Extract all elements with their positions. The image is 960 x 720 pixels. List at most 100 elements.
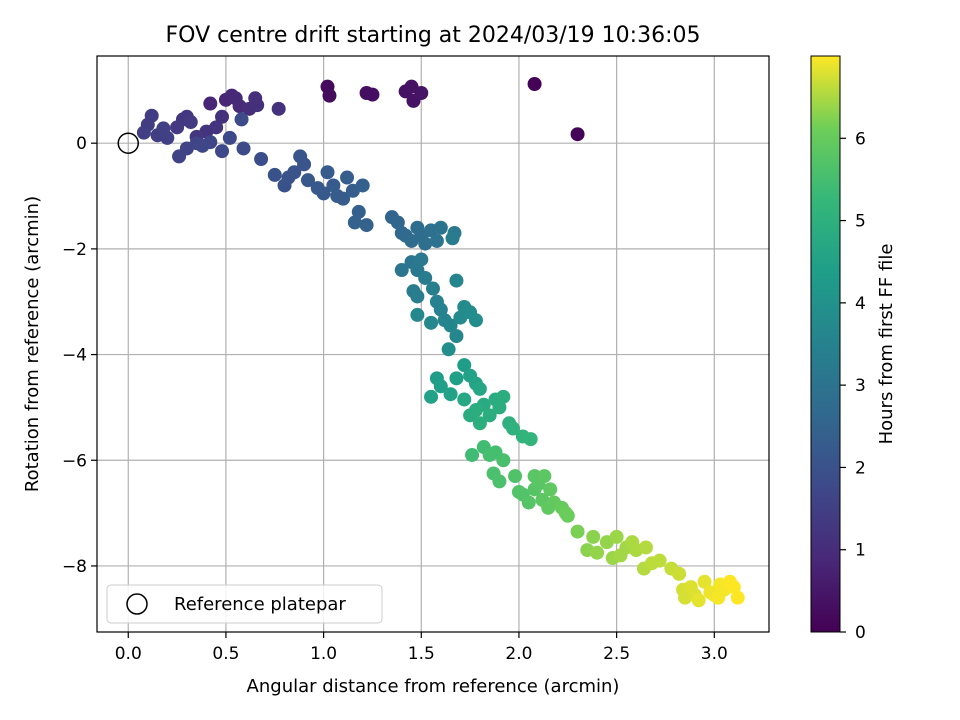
legend: Reference platepar [106, 584, 383, 624]
data-point [609, 529, 624, 544]
data-point [340, 170, 355, 185]
colorbar-tick-label: 4 [855, 294, 866, 314]
data-point [215, 144, 230, 159]
x-axis-ticks: 0.0 0.5 1.0 1.5 2.0 2.5 3.0 [115, 632, 728, 664]
data-point [457, 392, 472, 407]
data-point [316, 186, 331, 201]
data-point [691, 593, 706, 608]
data-point [590, 545, 605, 560]
data-point [418, 236, 433, 251]
colorbar-tick-label: 2 [855, 458, 866, 478]
data-point [449, 329, 464, 344]
data-point [457, 358, 472, 373]
data-point [271, 101, 286, 116]
y-axis-label: Rotation from reference (arcmin) [22, 196, 43, 492]
data-point [443, 387, 458, 402]
data-point [322, 88, 337, 103]
data-point [506, 421, 521, 436]
chart-title: FOV centre drift starting at 2024/03/19 … [166, 23, 701, 48]
data-point [287, 165, 302, 180]
x-tick-label: 0.0 [115, 644, 142, 664]
data-point [496, 389, 511, 404]
data-point [652, 553, 667, 568]
legend-open-circle-marker [126, 593, 148, 615]
colorbar: 0 1 2 3 4 5 6 Hours from first FF file [810, 55, 897, 643]
data-point [492, 400, 507, 415]
data-point [136, 125, 151, 140]
data-point [254, 152, 269, 167]
data-point [523, 432, 538, 447]
data-point [418, 270, 433, 285]
data-point [527, 77, 542, 92]
colorbar-gradient [810, 55, 841, 633]
data-point [443, 318, 458, 333]
data-point [424, 389, 439, 404]
x-tick-label: 2.5 [603, 644, 630, 664]
data-point [429, 233, 444, 248]
x-tick-label: 0.5 [212, 644, 239, 664]
data-point [527, 469, 542, 484]
data-point [482, 408, 497, 423]
data-point [426, 281, 440, 296]
data-point [570, 524, 585, 539]
data-point [433, 379, 448, 394]
colorbar-tick-label: 0 [855, 623, 866, 643]
data-point [508, 469, 523, 484]
data-point [492, 474, 507, 489]
data-point [558, 506, 573, 521]
data-point [170, 120, 185, 135]
data-point [697, 574, 712, 589]
y-axis-ticks: 0 −2 −4 −6 −8 [62, 134, 97, 577]
data-point [449, 371, 464, 386]
data-point [365, 87, 380, 102]
data-point [445, 231, 460, 246]
y-tick-label: −2 [62, 240, 87, 260]
data-point [359, 218, 374, 233]
data-point [496, 453, 511, 468]
data-point [250, 98, 265, 113]
legend-label-reference-platepar: Reference platepar [174, 594, 346, 615]
data-point [156, 121, 171, 136]
y-tick-label: −4 [62, 346, 87, 366]
data-point [414, 252, 429, 267]
data-point [336, 191, 351, 206]
data-point [300, 173, 315, 188]
data-point [586, 529, 601, 544]
data-point [449, 273, 464, 288]
data-point [297, 157, 312, 172]
data-point [465, 447, 480, 462]
data-point [326, 178, 341, 193]
data-point [414, 85, 429, 100]
data-point [203, 135, 218, 150]
x-axis-label: Angular distance from reference (arcmin) [247, 676, 620, 697]
x-tick-label: 3.0 [701, 644, 728, 664]
data-point [433, 220, 448, 235]
data-point [730, 590, 745, 605]
data-point [234, 112, 249, 127]
data-points [136, 77, 745, 608]
data-point [215, 109, 230, 124]
data-point [203, 96, 218, 111]
data-point [468, 403, 483, 418]
data-point [672, 566, 687, 581]
colorbar-ticks: 0 1 2 3 4 5 6 [840, 129, 866, 643]
data-point [441, 342, 456, 357]
data-point [410, 289, 425, 304]
x-tick-label: 1.5 [408, 644, 435, 664]
colorbar-tick-label: 5 [855, 212, 866, 232]
data-point [521, 495, 536, 510]
data-point [468, 313, 483, 328]
colorbar-tick-label: 6 [855, 129, 866, 149]
data-point [267, 167, 282, 182]
reference-marker-layer [117, 132, 140, 154]
data-point [726, 580, 741, 595]
data-point [433, 302, 448, 317]
data-point [472, 381, 487, 396]
legend-box [106, 584, 383, 624]
data-point [570, 127, 585, 142]
data-point [222, 130, 237, 145]
data-point [355, 178, 370, 193]
x-tick-label: 1.0 [310, 644, 337, 664]
data-point [390, 215, 405, 230]
y-tick-label: −6 [62, 451, 87, 471]
